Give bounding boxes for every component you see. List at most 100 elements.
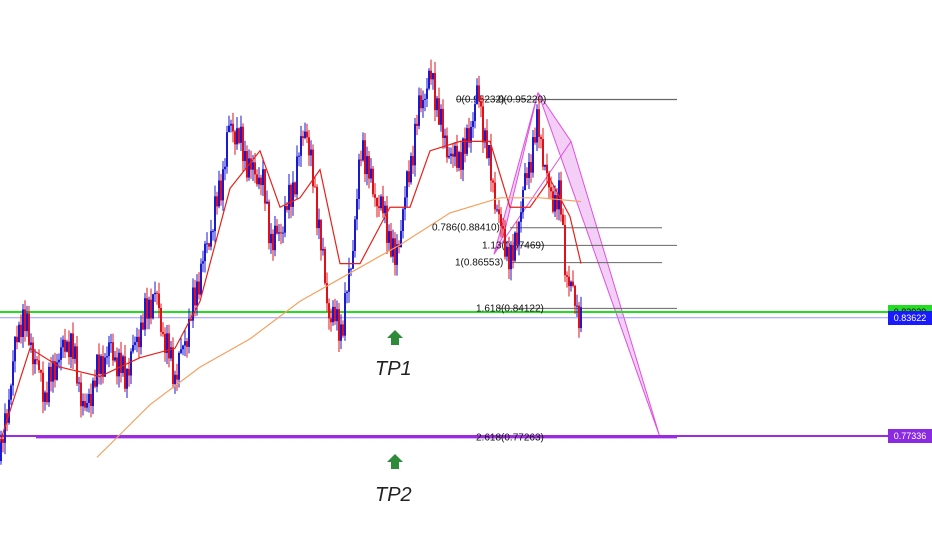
candle-body	[218, 180, 220, 207]
candle-body	[294, 182, 296, 195]
candle-body	[72, 333, 74, 359]
candle-body	[372, 168, 374, 195]
candle-body	[178, 352, 180, 380]
candle-body	[502, 226, 504, 229]
candle-body	[120, 352, 122, 373]
candle-body	[312, 149, 314, 187]
candle-body	[28, 313, 30, 345]
candle-body	[246, 151, 248, 178]
candle-body	[102, 356, 104, 377]
candle-body	[258, 177, 260, 185]
candle-body	[474, 104, 476, 122]
candle-body	[462, 138, 464, 170]
candle-body	[526, 173, 528, 179]
candle-body	[290, 184, 292, 207]
price-box-2: 0.77336	[888, 429, 932, 443]
candle-body	[140, 322, 142, 348]
candle-body	[56, 362, 58, 380]
candle-body	[150, 299, 152, 319]
candle-body	[536, 109, 538, 143]
candle-body	[410, 155, 412, 183]
candle-body	[156, 292, 158, 294]
candle-body	[456, 145, 458, 168]
candle-body	[396, 244, 398, 265]
candle-body	[334, 306, 336, 322]
candle-body	[176, 374, 178, 380]
candle-body	[546, 164, 548, 174]
candle-body	[132, 345, 134, 352]
candle-body	[318, 219, 320, 229]
candle-body	[230, 123, 232, 126]
candle-body	[528, 162, 530, 179]
candle-body	[504, 228, 506, 257]
candle-body	[36, 359, 38, 361]
candle-body	[162, 331, 164, 334]
candle-body	[154, 292, 156, 295]
candle-body	[238, 128, 240, 143]
candle-body	[34, 359, 36, 365]
candle-body	[244, 151, 246, 162]
candle-body	[468, 128, 470, 143]
candle-body	[130, 351, 132, 376]
candle-body	[370, 168, 372, 179]
candle-body	[332, 306, 334, 323]
harmonic-pattern	[493, 92, 661, 438]
candle-body	[330, 318, 332, 323]
candle-body	[138, 336, 140, 348]
candle-body	[32, 342, 34, 365]
candle-body	[108, 342, 110, 357]
candle-body	[508, 246, 510, 270]
price-box-1: 0.83622	[888, 310, 932, 325]
fib-level-label-2: 0.786(0.88410)	[432, 223, 500, 234]
candle-body	[402, 209, 404, 231]
candle-body	[276, 225, 278, 234]
candle-body	[542, 139, 544, 167]
candle-body	[24, 309, 26, 332]
candle-body	[174, 374, 176, 384]
candle-body	[352, 251, 354, 269]
candle-body	[316, 186, 318, 229]
candle-body	[42, 372, 44, 402]
candle-body	[196, 281, 198, 306]
candle-body	[90, 393, 92, 407]
fib-level-label-5: 1.618(0.84122)	[476, 303, 544, 314]
candle-body	[52, 361, 54, 382]
candle-body	[100, 356, 102, 374]
candle-body	[500, 214, 502, 227]
candle-body	[254, 162, 256, 175]
candle-body	[116, 357, 118, 377]
candle-body	[404, 197, 406, 210]
candle-body	[518, 221, 520, 245]
candle-body	[554, 195, 556, 212]
candle-body	[320, 219, 322, 251]
candle-body	[498, 209, 500, 215]
candle-body	[240, 126, 242, 143]
candle-body	[374, 194, 376, 198]
fib-level-label-0: 0(0.95232)	[456, 94, 504, 105]
candle-body	[512, 244, 514, 261]
candle-body	[12, 361, 14, 386]
candle-body	[382, 196, 384, 214]
candle-body	[394, 238, 396, 265]
candle-body	[424, 98, 426, 100]
candle-body	[356, 199, 358, 220]
candle-body	[92, 380, 94, 407]
candle-body	[232, 123, 234, 132]
candle-body	[98, 354, 100, 374]
candle-body	[64, 339, 66, 352]
candle-body	[44, 392, 46, 402]
candle-body	[146, 298, 148, 319]
candle-body	[488, 145, 490, 158]
candle-body	[506, 246, 508, 257]
candle-body	[106, 356, 108, 358]
candle-body	[418, 95, 420, 126]
candle-body	[446, 135, 448, 158]
candle-body	[126, 368, 128, 389]
candle-body	[152, 294, 154, 319]
candle-body	[540, 137, 542, 140]
candle-body	[568, 276, 570, 287]
candle-body	[448, 155, 450, 158]
candle-body	[522, 189, 524, 213]
candle-body	[80, 382, 82, 407]
